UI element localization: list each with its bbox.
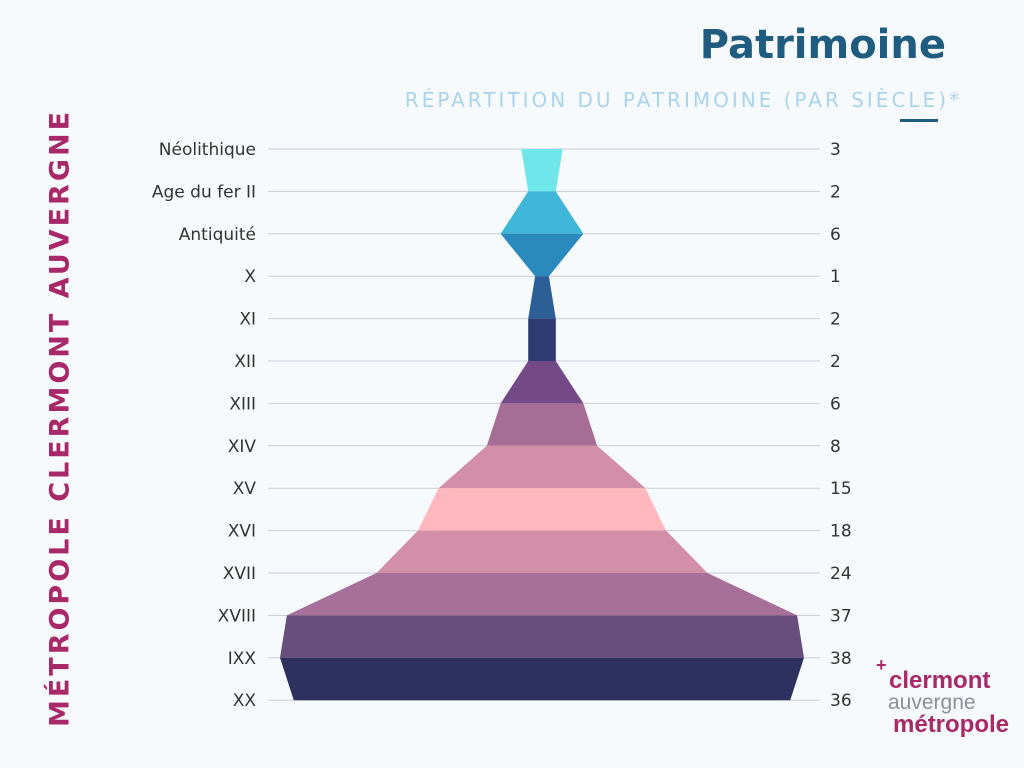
chart-segment: [286, 573, 798, 616]
page-title: Patrimoine: [699, 22, 946, 68]
category-label: Age du fer II: [152, 182, 256, 202]
category-label: XVIII: [218, 606, 256, 626]
chart-segment: [528, 276, 556, 319]
subtitle-underline: [900, 119, 938, 122]
value-label: 8: [830, 437, 841, 457]
value-label: 6: [830, 225, 841, 245]
value-label: 3: [830, 140, 841, 160]
category-label: XV: [233, 479, 257, 499]
category-label: XX: [233, 691, 257, 711]
category-label: XI: [239, 310, 256, 330]
category-label: XII: [234, 352, 256, 372]
chart-segment: [417, 488, 667, 531]
logo-line-1: clermont: [889, 667, 991, 694]
chart-segment: [528, 318, 556, 361]
brand-logo: + clermont auvergne métropole: [876, 655, 1010, 738]
category-label: X: [244, 267, 256, 287]
value-label: 2: [830, 310, 841, 330]
chart-segment: [500, 233, 584, 277]
value-label: 6: [830, 394, 841, 414]
value-label: 38: [830, 649, 852, 669]
chart-segment: [280, 615, 804, 658]
chart-segment: [486, 403, 598, 446]
chart-subtitle: RÉPARTITION DU PATRIMOINE (PAR SIÈCLE)*: [404, 88, 962, 112]
category-label: XIII: [229, 394, 256, 414]
value-label: 18: [830, 522, 852, 542]
category-label: Néolithique: [159, 140, 256, 160]
chart-segment: [500, 191, 584, 234]
category-label: XVI: [228, 522, 256, 542]
value-label: 1: [830, 267, 841, 287]
category-label: XVII: [223, 564, 256, 584]
value-label: 15: [830, 479, 852, 499]
chart-segment: [376, 530, 708, 573]
chart-segment: [521, 149, 563, 192]
value-label: 37: [830, 606, 852, 626]
category-label: XIV: [228, 437, 257, 457]
value-label: 2: [830, 352, 841, 372]
logo-line-2: auvergne: [888, 691, 976, 714]
chart-segment: [500, 361, 584, 404]
value-label: 2: [830, 182, 841, 202]
chart-segment: [438, 445, 646, 489]
value-label: 36: [830, 691, 852, 711]
category-label: Antiquité: [179, 225, 256, 245]
value-label: 24: [830, 564, 852, 584]
chart-segment: [280, 657, 804, 701]
logo-line-3: métropole: [893, 711, 1010, 738]
logo-plus: +: [876, 655, 887, 675]
category-label: IXX: [228, 649, 257, 669]
